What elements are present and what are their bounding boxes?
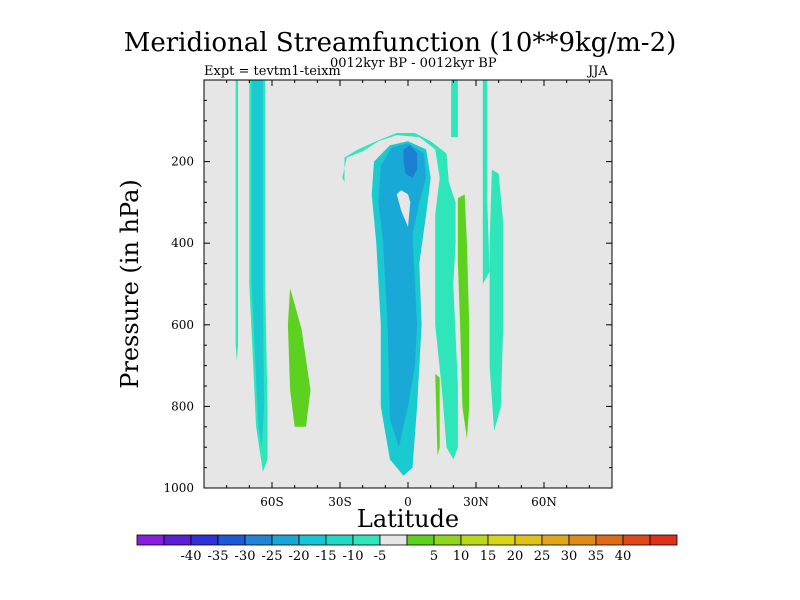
colorbar-label: 25 (534, 549, 551, 564)
x-tick-label: 30S (328, 495, 352, 509)
colorbar-swatch (163, 534, 192, 546)
y-tick-label: 800 (171, 399, 194, 413)
colorbar: -40 -35 -30 -25 -20 -15 -10 -5 5 10 15 20 25 30 35 40 (136, 534, 678, 564)
colorbar-label: -10 (343, 549, 364, 564)
season-label: JJA (588, 64, 608, 79)
colorbar-swatch (352, 534, 381, 546)
colorbar-swatch (460, 534, 489, 546)
contour-region-sh-positive-blob (287, 288, 311, 427)
colorbar-label: -35 (208, 549, 229, 564)
colorbar-label: 35 (588, 549, 605, 564)
chart-title: Meridional Streamfunction (10**9kg/m-2) (123, 28, 677, 58)
colorbar-label: -30 (235, 549, 256, 564)
colorbar-swatch (433, 534, 462, 546)
colorbar-swatch (379, 534, 408, 546)
y-tick-label: 600 (171, 318, 194, 332)
colorbar-swatch (622, 534, 651, 546)
contour-region-nh-column-e (489, 169, 504, 431)
x-axis-title: Latitude (357, 505, 459, 533)
colorbar-swatch (325, 534, 354, 546)
colorbar-label: 10 (453, 549, 470, 564)
colorbar-swatch (244, 534, 273, 546)
colorbar-swatch (514, 534, 543, 546)
contour-region-nh-positive-sliver-b (435, 373, 440, 456)
contour-region-tropical-cell-neg15 (378, 143, 427, 448)
contour-region-thin-neg-band-sh-high (235, 80, 238, 362)
colorbar-swatch (298, 534, 327, 546)
colorbar-swatch (217, 534, 246, 546)
colorbar-swatch (487, 534, 516, 546)
contour-region-nh-column-d (482, 80, 490, 284)
colorbar-label: 40 (615, 549, 632, 564)
colorbar-label: 5 (430, 549, 438, 564)
colorbar-label: -25 (262, 549, 283, 564)
x-tick-label: 60S (260, 495, 284, 509)
y-axis-title: Pressure (in hPa) (116, 179, 144, 389)
colorbar-label: 30 (561, 549, 578, 564)
axis-tick-labels: 60S 30S 0 30N 60N 200 400 600 800 1000 (163, 155, 556, 509)
colorbar-swatch (568, 534, 597, 546)
contour-regions (235, 80, 504, 476)
colorbar-label: -15 (316, 549, 337, 564)
contour-region-nh-positive-band-a (457, 194, 470, 439)
y-tick-label: 400 (171, 236, 194, 250)
y-tick-label: 200 (171, 155, 194, 169)
experiment-label: Expt = tevtm1-teixm (204, 64, 341, 79)
case-info-label: 0012kyr BP - 0012kyr BP (330, 56, 497, 71)
colorbar-swatch (136, 534, 165, 546)
contour-region-tropical-cell-hole (396, 190, 411, 227)
colorbar-swatch (271, 534, 300, 546)
colorbar-swatch (406, 534, 435, 546)
colorbar-label: 20 (507, 549, 524, 564)
colorbar-label: 15 (480, 549, 497, 564)
colorbar-swatch (190, 534, 219, 546)
contour-region-tropical-cell-outer (342, 133, 458, 460)
colorbar-swatch (595, 534, 624, 546)
contour-region-sh-column-inner (251, 80, 265, 448)
x-tick-label: 30N (463, 495, 489, 509)
contour-region-nh-column-c (451, 80, 458, 138)
colorbar-swatch (541, 534, 570, 546)
colorbar-swatch (649, 534, 678, 546)
y-tick-label: 1000 (163, 481, 194, 495)
axis-ticks (204, 80, 612, 489)
x-tick-label: 60N (531, 495, 557, 509)
colorbar-label: -20 (289, 549, 310, 564)
x-tick-label: 0 (404, 495, 412, 509)
colorbar-label: -5 (374, 549, 387, 564)
contour-region-tropical-cell-neg20 (403, 145, 418, 178)
colorbar-label: -40 (181, 549, 202, 564)
